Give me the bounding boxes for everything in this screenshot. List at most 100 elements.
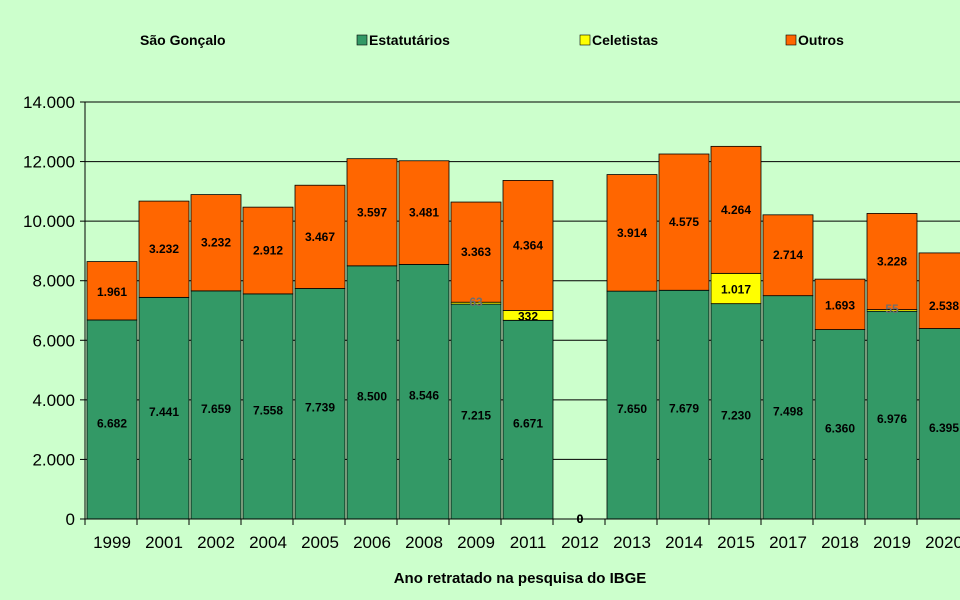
x-tick-label: 2004 xyxy=(249,533,287,552)
data-label: 6.671 xyxy=(513,417,543,431)
bar-estatutários-2002 xyxy=(190,290,242,520)
legend-swatch-celetistas xyxy=(579,34,591,46)
data-label: 7.230 xyxy=(721,408,751,422)
bar-estatutários-2020 xyxy=(918,328,960,520)
bar-estatutários-2011 xyxy=(502,319,554,520)
x-tick-label: 2017 xyxy=(769,533,807,552)
data-label: 8.500 xyxy=(357,389,387,403)
data-label: 2.912 xyxy=(253,244,283,258)
data-label: 7.558 xyxy=(253,403,283,417)
bar-outros-2013 xyxy=(606,174,658,292)
data-label: 6.682 xyxy=(97,416,127,430)
data-label: 55 xyxy=(885,302,899,316)
data-label: 6.395 xyxy=(929,421,959,435)
data-label: 3.914 xyxy=(617,226,647,240)
bar-estatutários-2008 xyxy=(398,264,450,520)
y-tick-label: 2.000 xyxy=(32,450,75,469)
data-label: 3.597 xyxy=(357,205,387,219)
x-tick-label: 2001 xyxy=(145,533,183,552)
x-tick-label: 2012 xyxy=(561,533,599,552)
data-label: 2.714 xyxy=(773,248,803,262)
x-tick-label: 2014 xyxy=(665,533,703,552)
data-label: 3.228 xyxy=(877,255,907,269)
bar-outros-2002 xyxy=(190,194,242,292)
y-tick-label: 10.000 xyxy=(23,212,75,231)
bar-outros-2001 xyxy=(138,200,190,298)
x-tick-label: 2011 xyxy=(510,533,547,552)
x-tick-label: 2019 xyxy=(873,533,911,552)
data-label: 4.575 xyxy=(669,215,699,229)
data-label: 0 xyxy=(577,512,584,526)
bar-outros-2017 xyxy=(762,214,814,297)
x-axis-title: Ano retratado na pesquisa do IBGE xyxy=(394,570,647,587)
bar-estatutários-2013 xyxy=(606,290,658,520)
bar-outros-2009 xyxy=(450,201,502,303)
data-label: 7.441 xyxy=(149,405,179,419)
y-tick-label: 8.000 xyxy=(32,272,75,291)
legend-label-estatutarios: Estatutários xyxy=(369,32,450,48)
x-tick-label: 2013 xyxy=(613,533,651,552)
legend-swatch-outros xyxy=(785,34,797,46)
x-tick-label: 2002 xyxy=(197,533,235,552)
y-tick-label: 4.000 xyxy=(32,391,75,410)
bar-estatutários-2019 xyxy=(866,310,918,520)
bar-estatutários-2001 xyxy=(138,296,190,520)
data-label: 7.498 xyxy=(773,404,803,418)
legend-label-celetistas: Celetistas xyxy=(592,32,658,48)
legend-label-outros: Outros xyxy=(798,32,844,48)
data-label: 4.364 xyxy=(513,238,543,252)
bar-celetistas-2015 xyxy=(710,272,762,305)
x-tick-label: 2005 xyxy=(301,533,339,552)
chart-title: São Gonçalo xyxy=(140,32,226,48)
bar-estatutários-2004 xyxy=(242,293,294,520)
data-label: 7.650 xyxy=(617,402,647,416)
data-label: 332 xyxy=(518,309,538,323)
bar-outros-2005 xyxy=(294,184,346,289)
data-label: 2.538 xyxy=(929,299,959,313)
bar-estatutários-2006 xyxy=(346,265,398,520)
legend-swatch-estatutarios xyxy=(356,34,368,46)
bar-outros-2015 xyxy=(710,145,762,274)
y-tick-labels: 0 2.000 4.000 6.000 8.000 10.000 12.000 14.000 xyxy=(23,93,75,529)
x-tick-label: 2020 xyxy=(925,533,960,552)
data-label: 63 xyxy=(469,295,483,309)
data-label: 0 xyxy=(577,512,584,526)
bar-estatutários-2017 xyxy=(762,295,814,520)
bar-estatutários-2009 xyxy=(450,303,502,520)
bar-outros-2011 xyxy=(502,180,554,311)
data-label: 8.546 xyxy=(409,389,439,403)
axes xyxy=(80,101,960,525)
x-tick-label: 2009 xyxy=(457,533,495,552)
bar-outros-2014 xyxy=(658,153,710,291)
data-labels: 6.682 1.961 7.441 3.232 7.659 3.232 7.558 2.912… xyxy=(97,203,959,526)
x-tick-label: 1999 xyxy=(93,533,131,552)
bar-outros-2006 xyxy=(346,158,398,267)
x-tick-label: 2006 xyxy=(353,533,391,552)
x-tick-label: 2015 xyxy=(717,533,755,552)
y-tick-label: 6.000 xyxy=(32,331,75,350)
bar-estatutários-2005 xyxy=(294,288,346,520)
data-label: 7.659 xyxy=(201,402,231,416)
data-label: 7.215 xyxy=(461,409,491,423)
y-tick-label: 0 xyxy=(66,510,75,529)
x-tick-label: 2008 xyxy=(405,533,443,552)
x-tick-labels: 1999 2001 2002 2004 2005 2006 2008 2009 2011 2012… xyxy=(93,533,960,552)
data-label: 1.017 xyxy=(721,283,751,297)
bar-outros-2004 xyxy=(242,206,294,295)
data-label: 3.232 xyxy=(149,242,179,256)
data-label: 4.264 xyxy=(721,203,751,217)
bar-outros-2020 xyxy=(918,252,960,329)
bar-estatutários-2014 xyxy=(658,289,710,520)
data-label: 1.693 xyxy=(825,298,855,312)
data-label: 3.467 xyxy=(305,230,335,244)
x-tick-label: 2018 xyxy=(821,533,859,552)
data-label: 1.961 xyxy=(97,285,127,299)
bar-outros-1999 xyxy=(86,261,138,321)
bar-outros-2008 xyxy=(398,160,450,265)
data-label: 3.363 xyxy=(461,245,491,259)
data-label: 3.232 xyxy=(201,236,231,250)
y-tick-label: 14.000 xyxy=(23,93,75,112)
data-label: 6.360 xyxy=(825,421,855,435)
bar-outros-2018 xyxy=(814,278,866,330)
